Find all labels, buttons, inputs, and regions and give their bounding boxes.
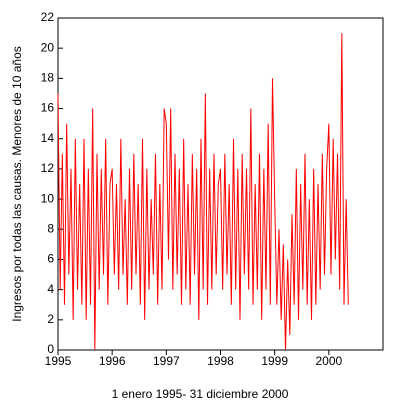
y-tick-label: 8 [47,221,54,235]
x-tick-label: 1998 [207,354,234,368]
y-tick-label: 20 [41,40,55,54]
y-tick-label: 2 [47,312,54,326]
x-tick-label: 2000 [315,354,342,368]
y-tick-label: 18 [41,71,55,85]
y-tick-label: 6 [47,252,54,266]
y-tick-label: 10 [41,191,55,205]
x-tick-label: 1996 [99,354,126,368]
y-tick-label: 22 [41,10,55,24]
x-tick-label: 1997 [153,354,180,368]
y-tick-label: 0 [47,342,54,356]
y-tick-label: 14 [41,131,55,145]
x-tick-label: 1999 [261,354,288,368]
y-tick-label: 12 [41,161,55,175]
y-axis-label: Ingresos por todas las causas. Menores d… [10,46,24,322]
x-axis-label: 1 enero 1995- 31 diciembre 2000 [112,387,289,401]
y-tick-label: 16 [41,101,55,115]
x-tick-label: 1995 [45,354,72,368]
data-line [57,33,349,351]
y-tick-label: 4 [47,282,54,296]
